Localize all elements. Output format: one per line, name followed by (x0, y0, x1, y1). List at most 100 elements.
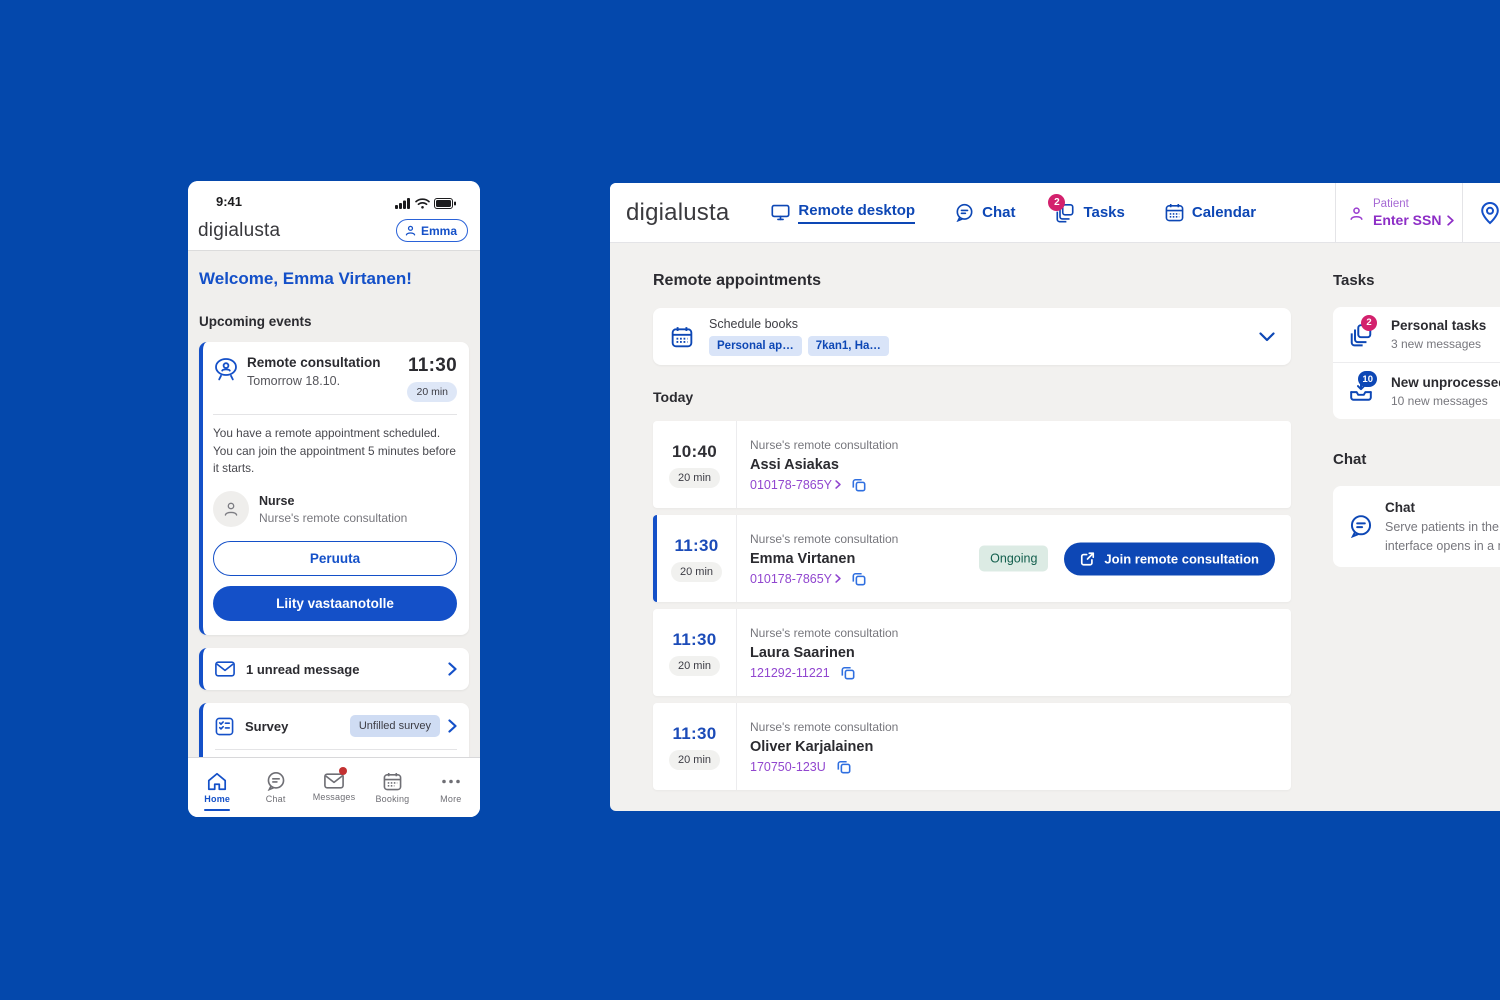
row-time-column: 10:40 20 min (653, 421, 737, 508)
appointment-titles: Remote consultation Tomorrow 18.10. (239, 355, 407, 402)
row-duration-badge: 20 min (668, 467, 721, 488)
chat-icon (267, 772, 284, 791)
tasks-badge: 2 (1048, 193, 1066, 211)
signal-icon (395, 198, 410, 209)
phone-bottom-nav: Home Chat Messages Booking More (188, 757, 480, 817)
join-appointment-button[interactable]: Liity vastaanotolle (213, 586, 457, 622)
chevron-right-icon (448, 662, 457, 676)
appointment-card-top: Remote consultation Tomorrow 18.10. 11:3… (213, 355, 457, 402)
unread-message-card[interactable]: 1 unread message (199, 648, 469, 691)
chat-heading: Chat (1333, 451, 1367, 468)
chevron-down-icon[interactable] (1259, 331, 1275, 342)
ssn-link[interactable]: 170750-123U (750, 760, 826, 774)
nav-item-more[interactable]: More (422, 758, 480, 817)
header-divider (1462, 183, 1463, 242)
nav-item-tasks[interactable]: 2 Tasks (1048, 193, 1125, 223)
nav-label: Tasks (1083, 204, 1125, 221)
appointment-row[interactable]: 10:40 20 min Nurse's remote consultation… (653, 421, 1291, 508)
copy-icon[interactable] (852, 478, 866, 492)
notification-dot (339, 767, 348, 775)
row-duration-badge: 20 min (670, 561, 723, 582)
nav-item-chat[interactable]: Chat (955, 203, 1015, 222)
nav-item-home[interactable]: Home (188, 758, 246, 817)
schedule-chip[interactable]: 7kan1, Ha… (807, 336, 889, 356)
appointment-row[interactable]: 11:30 20 min Nurse's remote consultation… (653, 703, 1291, 790)
ssn-value: 170750-123U (750, 759, 826, 774)
row-patient-name: Laura Saarinen (750, 644, 855, 661)
cancel-button[interactable]: Peruuta (213, 541, 457, 577)
status-time: 9:41 (216, 194, 243, 209)
nav-item-booking[interactable]: Booking (363, 758, 421, 817)
appointment-row-active[interactable]: 11:30 20 min Nurse's remote consultation… (653, 515, 1291, 602)
patient-label: Patient (1373, 198, 1409, 210)
appointment-date: Tomorrow 18.10. (247, 374, 341, 388)
copy-icon[interactable] (841, 666, 855, 680)
row-ssn: 121292-11221 (750, 666, 1291, 680)
row-appointment-type: Nurse's remote consultation (750, 719, 899, 734)
status-icons (395, 198, 456, 209)
phone-app: 9:41 digialusta Emma Welcome, Emma Virta… (188, 181, 480, 817)
chat-icon (956, 203, 973, 222)
battery-icon (434, 198, 456, 209)
nav-item-remote-desktop[interactable]: Remote desktop (771, 202, 916, 224)
chevron-right-icon (835, 574, 841, 583)
phone-logo: digialusta (198, 219, 281, 241)
copy-icon[interactable] (852, 572, 866, 586)
phone-header: digialusta Emma (188, 211, 480, 251)
personal-tasks-icon-wrap: 2 (1349, 314, 1379, 347)
location-pin-icon[interactable] (1479, 201, 1500, 225)
row-patient-name: Emma Virtanen (750, 550, 856, 567)
booking-calendar-icon (383, 772, 402, 790)
ssn-link[interactable]: 010178-7865Y (750, 572, 841, 586)
row-time: 11:30 (674, 535, 719, 555)
provider-name: Nurse (259, 493, 295, 508)
nav-item-messages[interactable]: Messages (305, 758, 363, 817)
row-ssn: 010178-7865Y (750, 572, 1291, 586)
join-button-label: Join remote consultation (1104, 551, 1259, 566)
task-title: Personal tasks (1391, 318, 1487, 333)
chat-card-texts: Chat Serve patients in the chat. The int… (1373, 500, 1500, 553)
divider (213, 414, 457, 415)
patient-ssn-button[interactable]: Patient Enter SSN (1348, 183, 1455, 243)
duration-badge: 20 min (407, 382, 457, 402)
provider-detail: Nurse's remote consultation (259, 510, 408, 525)
home-icon (208, 772, 227, 790)
nav-item-chat[interactable]: Chat (246, 758, 304, 817)
ssn-value: 121292-11221 (750, 665, 830, 680)
row-time: 10:40 (672, 441, 717, 461)
personal-tasks-card[interactable]: 2 Personal tasks 3 new messages (1333, 307, 1500, 363)
row-content: Nurse's remote consultation Laura Saarin… (737, 609, 1291, 696)
more-dots-icon (442, 779, 460, 783)
chat-card-title: Chat (1385, 500, 1415, 515)
ssn-link[interactable]: 010178-7865Y (750, 478, 841, 492)
nav-label: Chat (982, 204, 1016, 221)
schedule-chip[interactable]: Personal ap… (709, 336, 802, 356)
row-patient-name: Assi Asiakas (750, 456, 839, 473)
upcoming-events-heading: Upcoming events (199, 314, 312, 329)
divider (215, 749, 457, 751)
profile-name: Emma (420, 223, 457, 238)
appointment-card: Remote consultation Tomorrow 18.10. 11:3… (199, 342, 469, 636)
tasks-stack-icon (1056, 203, 1074, 222)
chat-card[interactable]: Chat Serve patients in the chat. The int… (1333, 486, 1500, 567)
patient-texts: Patient Enter SSN (1373, 198, 1455, 228)
task-texts: Personal tasks 3 new messages (1379, 318, 1486, 351)
join-remote-consultation-button[interactable]: Join remote consultation (1064, 542, 1275, 575)
ongoing-status-badge: Ongoing (979, 545, 1049, 572)
unprocessed-tasks-icon-wrap: 10 (1349, 371, 1379, 403)
chat-card-line2: interface opens in a new window. (1385, 539, 1500, 553)
ssn-value: 010178-7865Y (750, 571, 833, 586)
profile-button[interactable]: Emma (395, 219, 468, 242)
row-time: 11:30 (672, 629, 717, 649)
appointment-row[interactable]: 11:30 20 min Nurse's remote consultation… (653, 609, 1291, 696)
ssn-link[interactable]: 121292-11221 (750, 666, 830, 680)
schedule-books-label: Schedule books (709, 317, 798, 331)
nav-label: Home (204, 793, 231, 804)
row-content: Nurse's remote consultation Assi Asiakas… (737, 421, 1291, 508)
task-subtitle: 3 new messages (1391, 337, 1482, 351)
copy-icon[interactable] (837, 760, 851, 774)
provider-row: Nurse Nurse's remote consultation (213, 491, 457, 528)
row-duration-badge: 20 min (668, 655, 721, 676)
nav-item-calendar[interactable]: Calendar (1165, 203, 1256, 222)
unprocessed-tasks-card[interactable]: 10 New unprocessed tasks 10 new messages (1333, 363, 1500, 419)
